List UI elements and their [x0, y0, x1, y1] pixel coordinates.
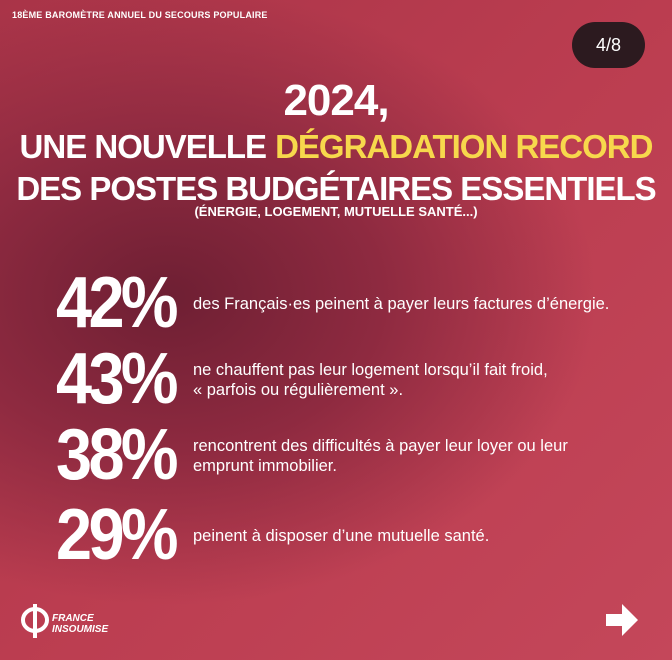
stat-percent: 38% [56, 415, 178, 495]
stat-description: rencontrent des difficultés à payer leur… [193, 436, 568, 476]
logo-icon [21, 604, 49, 638]
logo-text: FRANCE INSOUMISE [52, 613, 108, 635]
stat-description: peinent à disposer d’une mutuelle santé. [193, 526, 489, 546]
stat-description: ne chauffent pas leur logement lorsqu’il… [193, 360, 548, 400]
title-text: UNE NOUVELLE [19, 128, 268, 165]
title-line: DES POSTES BUDGÉTAIRES ESSENTIELS [16, 170, 656, 207]
stat-line: rencontrent des difficultés à payer leur… [193, 437, 568, 455]
page-indicator: 4/8 [572, 22, 645, 68]
title-line: 2024, [283, 76, 389, 125]
stat-percent: 29% [56, 495, 178, 575]
subtitle: (ÉNERGIE, LOGEMENT, MUTUELLE SANTÉ...) [194, 204, 478, 219]
stat-line: ne chauffent pas leur logement lorsqu’il… [193, 361, 548, 379]
stat-percent: 42% [56, 263, 178, 343]
title-line: UNE NOUVELLE DÉGRADATION RECORD [0, 128, 672, 166]
next-arrow[interactable] [604, 602, 640, 638]
stat-line: emprunt immobilier. [193, 457, 337, 475]
stat-line: « parfois ou régulièrement ». [193, 381, 404, 399]
stat-line: peinent à disposer d’une mutuelle santé. [193, 527, 490, 545]
logo-line: INSOUMISE [52, 624, 109, 635]
logo-line: FRANCE [52, 613, 94, 624]
stat-description: des Français·es peinent à payer leurs fa… [193, 294, 609, 314]
stat-percent: 43% [56, 339, 178, 419]
kicker: 18ÈME BAROMÈTRE ANNUEL DU SECOURS POPULA… [12, 10, 268, 20]
title-highlight: DÉGRADATION RECORD [275, 128, 653, 165]
stat-line: des Français·es peinent à payer leurs fa… [193, 295, 610, 313]
